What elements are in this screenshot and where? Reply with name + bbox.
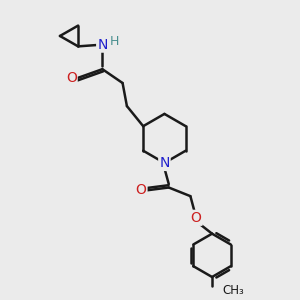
Text: O: O	[136, 183, 146, 197]
Text: O: O	[191, 211, 202, 225]
Text: CH₃: CH₃	[222, 284, 244, 297]
Text: O: O	[66, 71, 76, 85]
Text: N: N	[97, 38, 108, 52]
Text: N: N	[159, 156, 170, 170]
Text: H: H	[110, 35, 119, 48]
